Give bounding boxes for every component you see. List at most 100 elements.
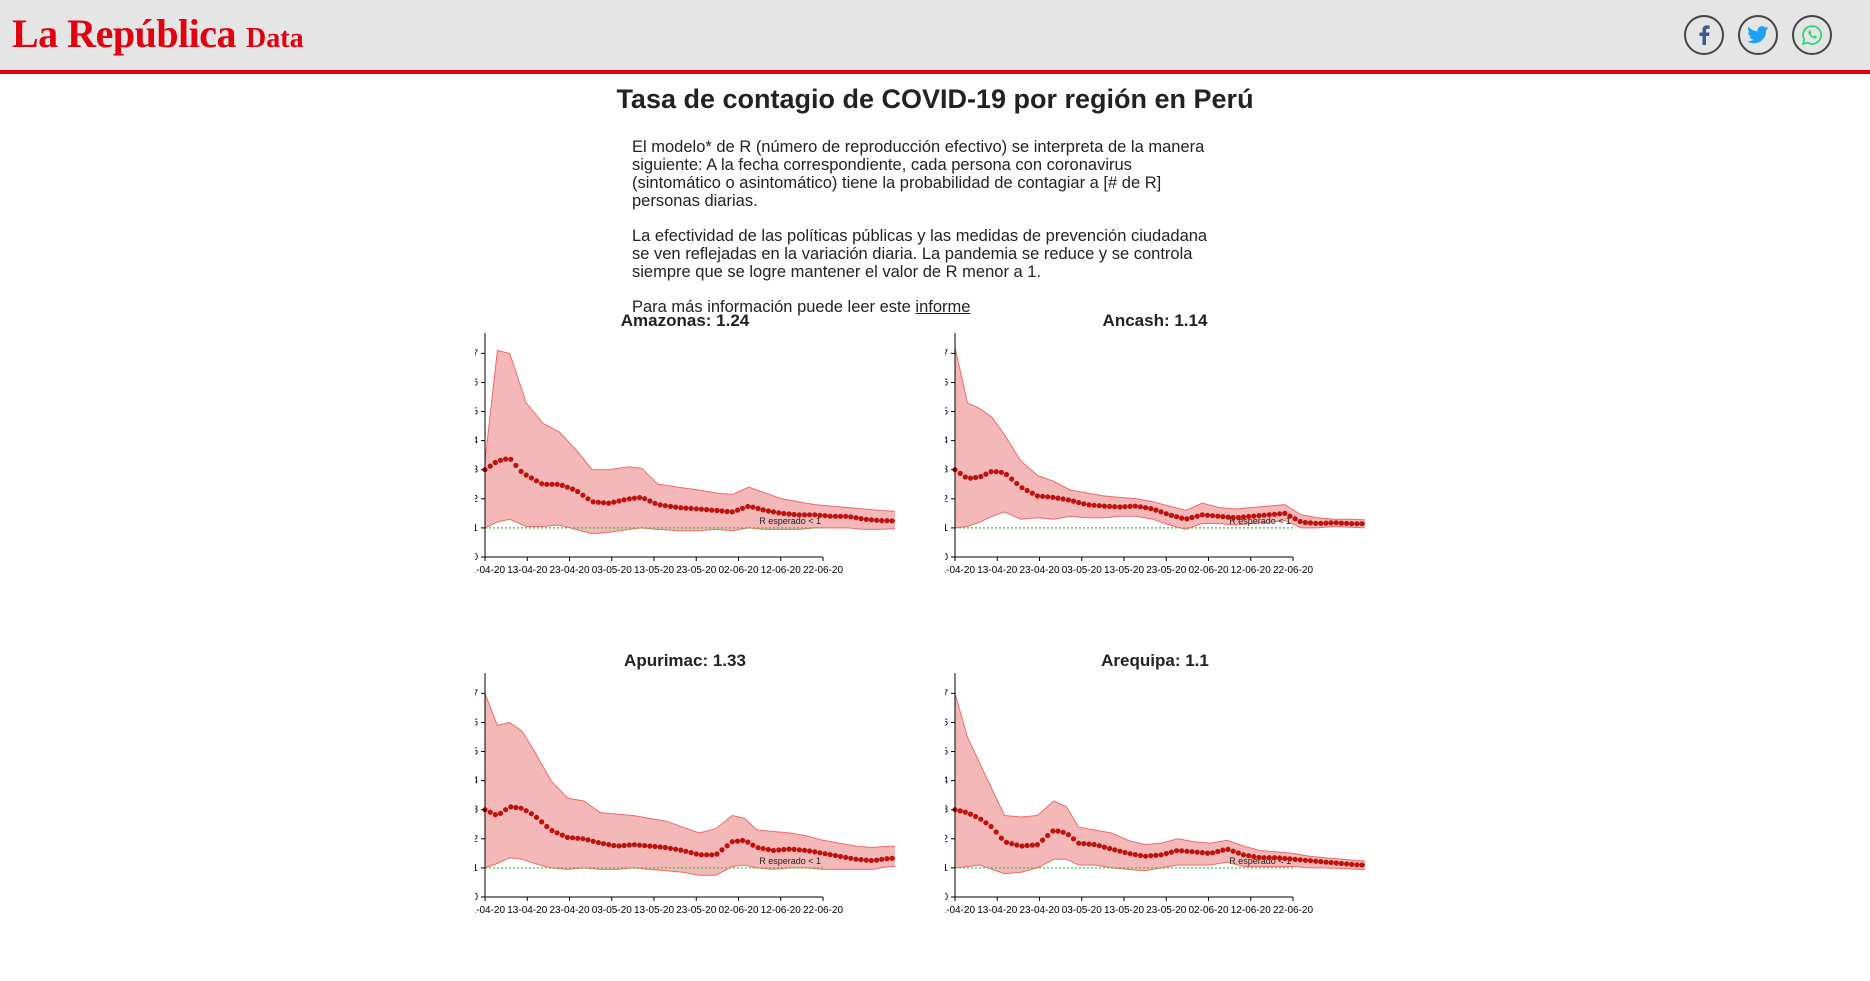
r-point [812,512,817,517]
r-point [1251,854,1256,859]
r-point [802,848,807,853]
r-point [1323,860,1328,865]
r-point [694,851,699,856]
r-point [1128,504,1133,509]
r-point [1323,521,1328,526]
r-point [833,514,838,519]
twitter-share-button[interactable] [1738,15,1778,55]
r-point [725,509,730,514]
r-point [544,824,549,829]
r-point [1256,513,1261,518]
r-point [1097,843,1102,848]
r-point [1164,511,1169,516]
r-point [973,475,978,480]
r-point [488,810,493,815]
r-point [1195,850,1200,855]
r-point [1122,850,1127,855]
r-point [838,854,843,859]
r-point [616,498,621,503]
chart-title: Apurimac: 1.33 [475,651,895,671]
x-tick-label: 13-05-20 [634,905,674,916]
chart-apurimac: Apurimac: 1.33 R esperado < 10123456701-… [475,651,895,981]
r-point [1159,852,1164,857]
r-point [627,842,632,847]
r-point [1339,861,1344,866]
y-tick-label: 7 [945,688,948,699]
r-point [823,851,828,856]
r-point [539,819,544,824]
r-point [1231,515,1236,520]
r-point [968,476,973,481]
r-point [1215,849,1220,854]
r-point [859,516,864,521]
r-point [735,839,740,844]
r-point [565,835,570,840]
r-point [756,845,761,850]
r-point [1282,511,1287,516]
x-tick-label: 23-05-20 [676,565,716,576]
r-point [1066,832,1071,837]
r-point [766,847,771,852]
r-point [1329,520,1334,525]
y-tick-label: 7 [475,348,478,359]
x-tick-label: 01-04-20 [945,565,975,576]
r-point [534,815,539,820]
r-point [1308,520,1313,525]
r-point [745,504,750,509]
r-point [859,857,864,862]
chart-arequipa: Arequipa: 1.1 R esperado < 10123456701-0… [945,651,1365,981]
r-point [1081,841,1086,846]
x-tick-label: 13-05-20 [1104,565,1144,576]
whatsapp-share-button[interactable] [1792,15,1832,55]
r-point [797,512,802,517]
r-point [1030,843,1035,848]
x-tick-label: 01-04-20 [945,905,975,916]
r-point [1071,499,1076,504]
r-point [709,508,714,513]
r-point [1076,841,1081,846]
r-point [848,856,853,861]
r-point [549,828,554,833]
r-point [994,469,999,474]
r-point [1344,861,1349,866]
r-point [714,508,719,513]
r-point [1009,841,1014,846]
r-point [673,505,678,510]
x-tick-label: 02-06-20 [718,565,758,576]
r-point [1025,488,1030,493]
r-point [714,851,719,856]
r-point [498,811,503,816]
r-point [658,844,663,849]
r-point [539,481,544,486]
r-point [963,474,968,479]
r-point [508,804,513,809]
x-tick-label: 13-04-20 [977,565,1017,576]
r-point [1287,856,1292,861]
r-point [622,843,627,848]
r-point [1159,509,1164,514]
r-point [508,457,513,462]
r-point [776,510,781,515]
r-point [585,496,590,501]
twitter-icon [1747,26,1769,44]
r-point [596,840,601,845]
facebook-share-button[interactable] [1684,15,1724,55]
r-point [1081,501,1086,506]
y-tick-label: 0 [475,552,478,563]
r-point [1339,521,1344,526]
r-point [978,817,983,822]
y-tick-label: 6 [475,377,478,388]
r-point [1050,828,1055,833]
r-point [1184,516,1189,521]
y-tick-label: 2 [475,494,478,505]
facebook-icon [1697,25,1711,45]
r-point [1045,494,1050,499]
r-point [1241,514,1246,519]
brand-name: La República [12,11,236,56]
r-point [1195,514,1200,519]
r-point [1153,508,1158,513]
r-point [1220,514,1225,519]
confidence-band [955,348,1365,530]
r-point [1055,496,1060,501]
